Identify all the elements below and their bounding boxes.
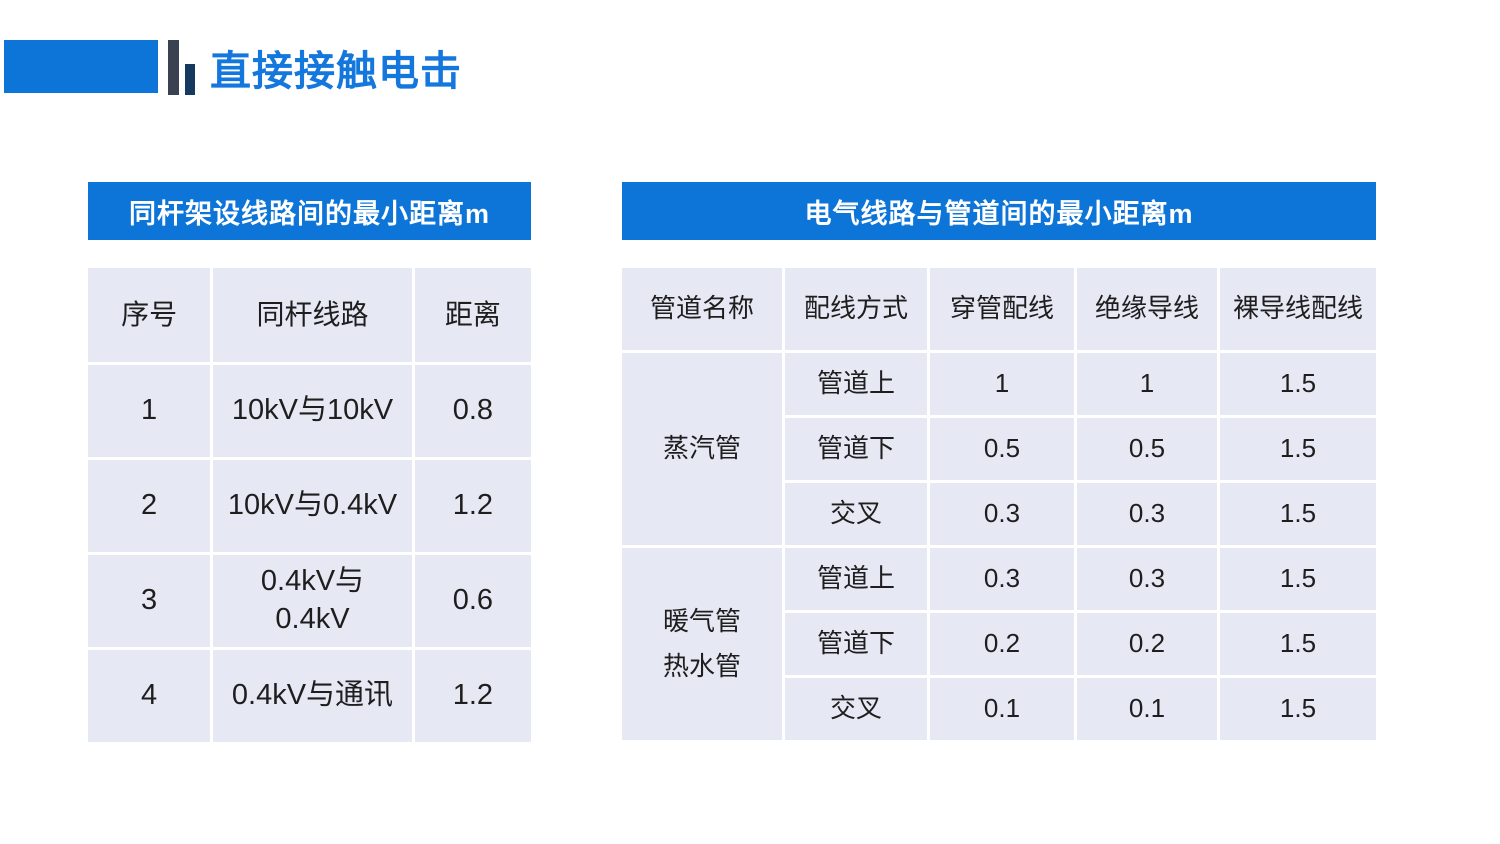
table-cell-conduit: 0.3 <box>930 548 1074 610</box>
column-header-no: 序号 <box>88 268 211 362</box>
table-cell-method: 交叉 <box>785 483 927 545</box>
column-header-conduit: 穿管配线 <box>930 268 1074 350</box>
same-pole-table-title: 同杆架设线路间的最小距离m <box>88 182 531 240</box>
line-pipe-table-title: 电气线路与管道间的最小距离m <box>622 182 1376 240</box>
column-header-distance: 距离 <box>414 268 531 362</box>
same-pole-distance-table: 序号 同杆线路 距离 1 10kV与10kV 0.8 2 10kV与0.4kV … <box>88 268 531 742</box>
table-cell-bare: 1.5 <box>1220 353 1376 415</box>
table-cell-method: 管道下 <box>785 418 927 480</box>
table-cell-method: 管道下 <box>785 613 927 675</box>
table-cell-no: 4 <box>88 650 211 742</box>
table-cell-conduit: 0.3 <box>930 483 1074 545</box>
column-header-pipe-name: 管道名称 <box>622 268 782 350</box>
table-cell-conduit: 0.1 <box>930 678 1074 740</box>
table-cell-no: 2 <box>88 460 211 552</box>
column-header-bare: 裸导线配线 <box>1220 268 1376 350</box>
table-cell-conduit: 1 <box>930 353 1074 415</box>
table-cell-conduit: 0.2 <box>930 613 1074 675</box>
column-header-wiring-mode: 配线方式 <box>785 268 927 350</box>
title-decor-bar-short <box>185 64 195 95</box>
table-cell-insulated: 0.3 <box>1077 483 1217 545</box>
table-cell-distance: 0.8 <box>414 365 531 457</box>
title-decor-rectangle <box>4 40 158 93</box>
table-cell-bare: 1.5 <box>1220 483 1376 545</box>
title-decor-bar-tall <box>168 40 179 95</box>
slide-title: 直接接触电击 <box>210 48 462 94</box>
table-cell-method: 管道上 <box>785 548 927 610</box>
table-cell-pipe-steam: 蒸汽管 <box>622 353 782 545</box>
table-cell-method: 管道上 <box>785 353 927 415</box>
table-cell-insulated: 0.1 <box>1077 678 1217 740</box>
column-header-insulated: 绝缘导线 <box>1077 268 1217 350</box>
table-cell-bare: 1.5 <box>1220 613 1376 675</box>
table-cell-insulated: 0.2 <box>1077 613 1217 675</box>
table-cell-pipe-heating: 暖气管 热水管 <box>622 548 782 740</box>
column-header-line: 同杆线路 <box>213 268 412 362</box>
table-cell-line: 0.4kV与通讯 <box>213 650 412 742</box>
table-cell-bare: 1.5 <box>1220 548 1376 610</box>
table-cell-line: 0.4kV与 0.4kV <box>213 555 412 647</box>
table-cell-insulated: 0.5 <box>1077 418 1217 480</box>
table-cell-line: 10kV与10kV <box>213 365 412 457</box>
line-pipe-distance-table: 管道名称 配线方式 穿管配线 绝缘导线 裸导线配线 蒸汽管 管道上 1 1 1.… <box>622 268 1376 740</box>
table-cell-line: 10kV与0.4kV <box>213 460 412 552</box>
table-cell-no: 3 <box>88 555 211 647</box>
table-cell-distance: 1.2 <box>414 460 531 552</box>
table-cell-insulated: 0.3 <box>1077 548 1217 610</box>
table-cell-distance: 0.6 <box>414 555 531 647</box>
table-cell-conduit: 0.5 <box>930 418 1074 480</box>
line-pipe-distance-section: 电气线路与管道间的最小距离m 管道名称 配线方式 穿管配线 绝缘导线 裸导线配线… <box>622 182 1376 740</box>
same-pole-distance-section: 同杆架设线路间的最小距离m 序号 同杆线路 距离 1 10kV与10kV 0.8… <box>88 182 531 742</box>
table-cell-method: 交叉 <box>785 678 927 740</box>
table-cell-insulated: 1 <box>1077 353 1217 415</box>
table-cell-no: 1 <box>88 365 211 457</box>
table-cell-bare: 1.5 <box>1220 678 1376 740</box>
table-cell-bare: 1.5 <box>1220 418 1376 480</box>
table-cell-distance: 1.2 <box>414 650 531 742</box>
